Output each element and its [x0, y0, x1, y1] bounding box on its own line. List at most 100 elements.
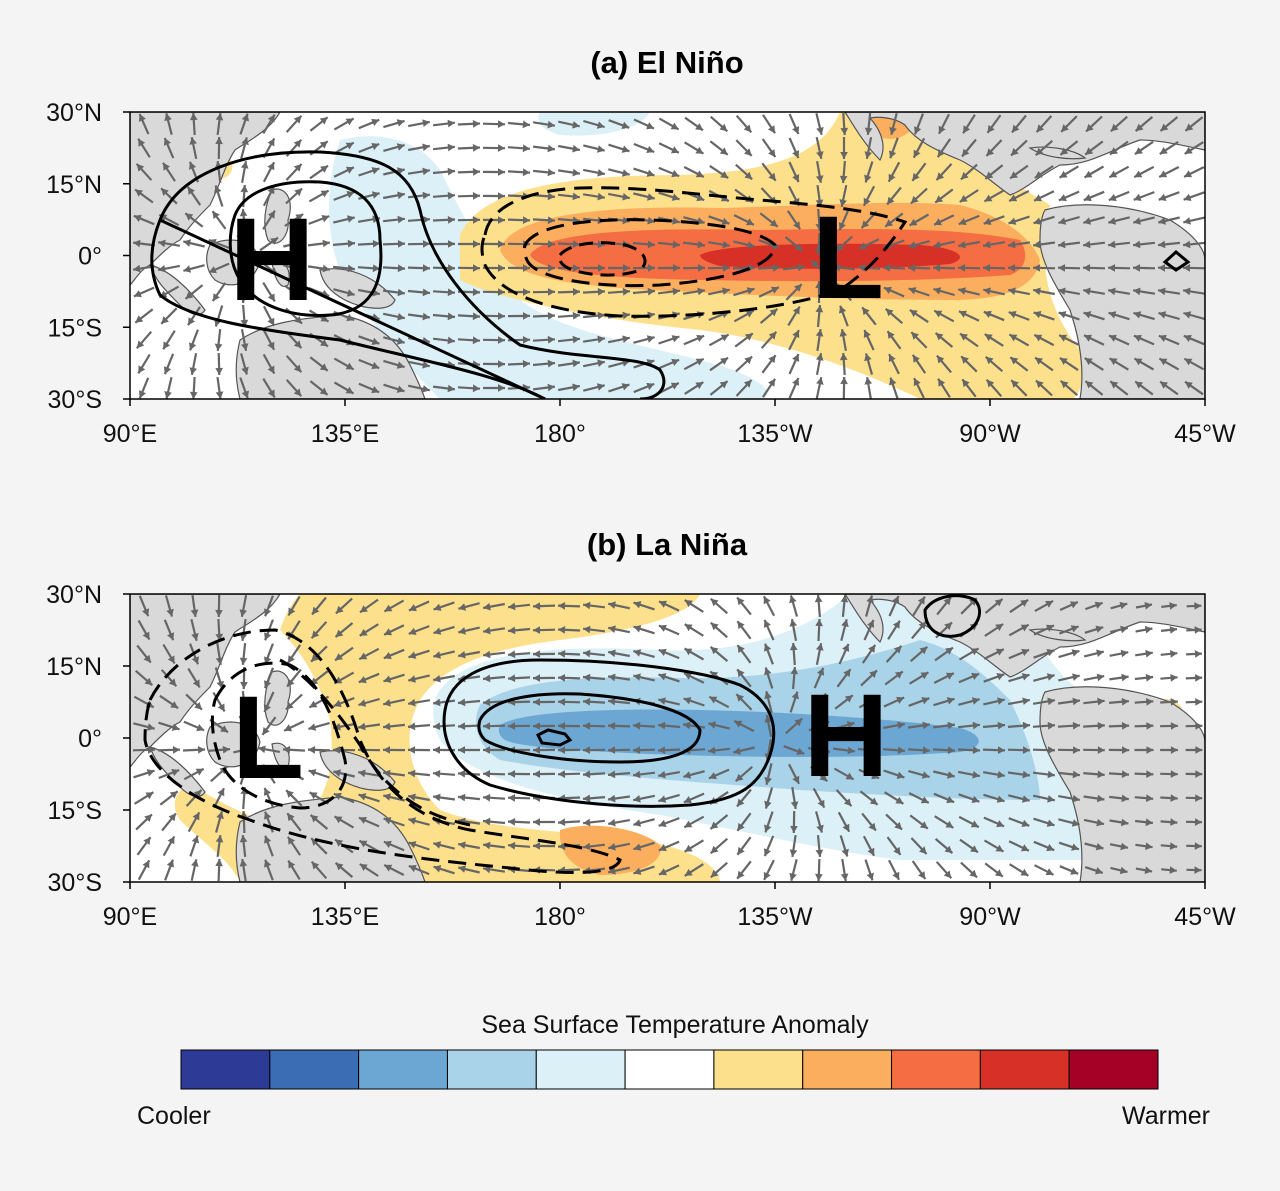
wind-arrow-head	[189, 391, 198, 399]
wind-arrow-head	[408, 769, 416, 778]
wind-arrow-head	[320, 190, 329, 198]
wind-arrow-head	[790, 667, 799, 675]
wind-arrow-head	[212, 211, 220, 219]
wind-arrow-head	[743, 380, 752, 388]
axis-ticks-la-nina: 90°E 135°E 180° 135°W 90°W 45°W 30°N 15°N 0° 15°S…	[46, 581, 1236, 931]
wind-arrow-head	[710, 821, 719, 829]
wind-arrow-head	[772, 263, 780, 272]
wind-arrow-head	[737, 645, 745, 654]
wind-arrow-head	[972, 771, 980, 779]
wind-arrow-head	[671, 169, 680, 178]
wind-arrow-head	[572, 192, 580, 201]
wind-arrow-head	[868, 644, 876, 653]
wind-arrow-head	[547, 168, 555, 177]
wind-arrow-head	[945, 820, 954, 828]
wind-arrow-head	[944, 622, 952, 630]
wind-arrow-head	[215, 835, 224, 843]
wind-arrow-head	[346, 191, 355, 199]
wind-arrow-head	[310, 815, 319, 823]
wind-arrow-head	[347, 215, 355, 223]
wind-arrow-head	[497, 288, 505, 296]
wind-arrow-head	[621, 121, 630, 129]
wind-arrow-head	[608, 625, 616, 633]
wind-arrow-head	[597, 311, 605, 320]
wind-arrow-head	[508, 818, 516, 826]
wind-arrow-head	[734, 720, 743, 728]
wind-arrow-head	[1058, 194, 1067, 202]
wind-arrow-head	[863, 197, 871, 206]
wind-arrow-head	[447, 167, 455, 176]
low-contour-outer	[480, 186, 908, 318]
wind-arrow-head	[889, 377, 897, 386]
wind-arrow-head	[833, 263, 841, 272]
wind-arrow-head	[533, 770, 540, 778]
wind-arrow-head	[1184, 170, 1193, 178]
wind-arrow-head	[791, 691, 799, 700]
wind-arrow-head	[697, 264, 705, 272]
wind-arrow-head	[947, 721, 955, 730]
wind-arrow-head	[763, 596, 771, 605]
wind-arrow-head	[483, 698, 491, 707]
wind-arrow-head	[547, 144, 555, 153]
wind-arrow-head	[345, 118, 354, 126]
wind-arrow-head	[547, 335, 555, 344]
wind-arrow-head	[1160, 123, 1169, 131]
wind-arrow-head	[359, 864, 368, 871]
wind-arrow-head	[743, 124, 752, 133]
wind-arrow-head	[971, 795, 980, 803]
wind-arrow-head	[1060, 380, 1069, 389]
wind-arrow-head	[869, 797, 878, 805]
wind-arrow-head	[267, 114, 275, 123]
wind-arrow-head	[892, 871, 900, 880]
wind-arrow-head	[1058, 240, 1066, 249]
wind-arrow-head	[1159, 358, 1168, 366]
wind-arrow-head	[885, 308, 894, 317]
wind-arrow-head	[764, 691, 772, 700]
colorbar-swatch	[1068, 1049, 1159, 1090]
wind-arrow-head	[458, 770, 466, 778]
wind-arrow-head	[267, 365, 275, 374]
wind-arrow-head	[842, 823, 850, 832]
wind-arrow-head	[408, 864, 417, 873]
wind-arrow-head	[572, 240, 580, 248]
wind-arrow-head	[864, 353, 872, 362]
wind-arrow-head	[1121, 794, 1129, 803]
wind-arrow-head	[217, 788, 225, 797]
wind-arrow-head	[547, 240, 555, 248]
wind-arrow-head	[164, 391, 172, 399]
wind-arrow-head	[447, 191, 455, 200]
wind-arrow-head	[347, 264, 355, 273]
wind-arrow-head	[847, 746, 855, 755]
wind-arrow-head	[214, 185, 222, 194]
wind-arrow-head	[994, 869, 1003, 877]
wind-arrow-head	[671, 358, 680, 366]
wind-arrow-head	[1010, 171, 1018, 179]
wind-arrow-head	[558, 674, 566, 682]
wind-arrow-head	[508, 794, 516, 802]
wind-arrow-head	[547, 383, 555, 392]
wind-arrow-head	[972, 746, 980, 754]
wind-vectors-el-nino	[132, 112, 1205, 399]
wind-arrow-head	[308, 769, 317, 777]
wind-arrow-head	[422, 167, 430, 176]
wind-arrow-head	[1122, 746, 1130, 754]
wind-arrow-head	[583, 601, 591, 610]
wind-arrow-head	[335, 605, 344, 614]
wind-arrow-head	[658, 721, 666, 730]
wind-arrow-head	[1158, 217, 1166, 225]
wind-arrow-head	[1035, 147, 1044, 156]
wind-arrow-head	[189, 113, 198, 121]
wind-arrow-head	[472, 168, 480, 176]
wind-arrow-head	[240, 343, 249, 351]
low-contour-band	[279, 658, 471, 827]
wind-arrow-head	[1033, 217, 1042, 225]
wind-arrow-head	[947, 746, 955, 755]
wind-arrow-head	[164, 113, 172, 122]
wind-arrow-head	[633, 843, 642, 851]
wind-arrow-head	[815, 223, 824, 231]
wind-arrow-head	[796, 747, 805, 755]
wind-arrow-head	[963, 125, 971, 134]
wind-arrow-head	[684, 624, 693, 632]
land-australia	[235, 796, 426, 882]
wind-arrow-head	[1020, 844, 1029, 852]
